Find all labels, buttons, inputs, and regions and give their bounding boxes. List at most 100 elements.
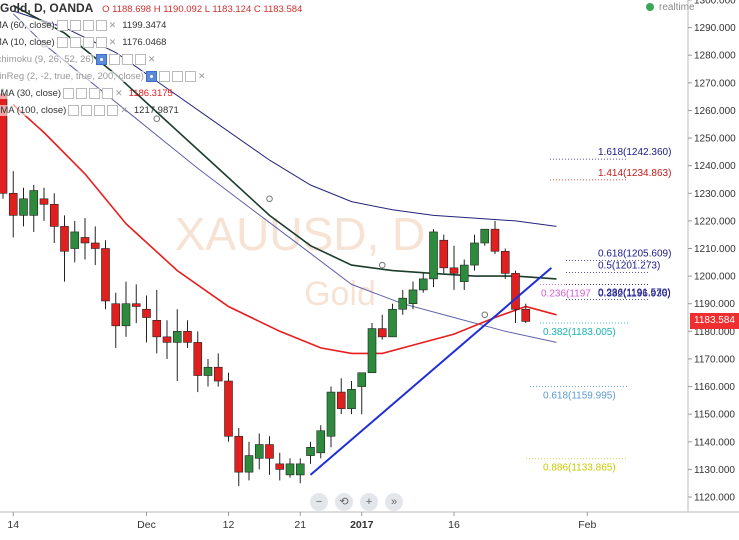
close-icon[interactable]: ✕ bbox=[120, 105, 128, 115]
close-icon[interactable]: ✕ bbox=[147, 54, 156, 64]
candle bbox=[60, 215, 69, 282]
settings-icon[interactable] bbox=[69, 36, 81, 48]
settings-icon[interactable] bbox=[81, 104, 93, 116]
candle bbox=[70, 220, 80, 263]
price-tick-label: 1150.000 bbox=[694, 410, 735, 421]
candle-body bbox=[70, 231, 80, 249]
candle-body bbox=[172, 331, 182, 343]
candle-body bbox=[152, 319, 162, 338]
indicator-row[interactable]: EMA (30, close) ✕ 1186.3175 bbox=[0, 86, 173, 100]
candle bbox=[388, 303, 397, 338]
watermark-name: Gold bbox=[304, 275, 376, 313]
settings-icon[interactable] bbox=[158, 70, 170, 82]
eye-icon[interactable] bbox=[63, 87, 75, 99]
source-icon[interactable] bbox=[171, 70, 183, 82]
candle-body bbox=[429, 231, 438, 280]
indicator-row[interactable]: MA (60, close) ✕ 1199.3474 bbox=[0, 18, 166, 32]
zoom-out-button[interactable]: − bbox=[310, 493, 328, 511]
more-icon[interactable] bbox=[95, 36, 107, 48]
candle bbox=[183, 320, 192, 348]
candle-body bbox=[418, 278, 428, 291]
indicator-row[interactable]: LinReg (2, -2, true, true, 200, close) ✕ bbox=[0, 69, 206, 83]
candle bbox=[224, 372, 233, 442]
close-icon[interactable]: ✕ bbox=[108, 37, 117, 47]
candle-body bbox=[121, 303, 131, 327]
time-tick-label: 12 bbox=[223, 519, 235, 531]
settings-icon[interactable] bbox=[69, 19, 81, 31]
candle bbox=[429, 229, 438, 288]
more-icon[interactable] bbox=[95, 19, 107, 31]
candle-body bbox=[111, 303, 121, 327]
candle bbox=[172, 309, 182, 382]
settings-icon[interactable] bbox=[76, 87, 88, 99]
source-icon[interactable] bbox=[94, 104, 106, 116]
candle bbox=[408, 281, 418, 310]
close-icon[interactable]: ✕ bbox=[115, 88, 123, 98]
eye-icon[interactable] bbox=[95, 53, 107, 65]
source-icon[interactable] bbox=[82, 19, 94, 31]
time-tick-label: 2017 bbox=[350, 519, 374, 531]
fib-level-label: 0.382(1196.936) bbox=[598, 289, 671, 300]
candle-body bbox=[285, 463, 295, 476]
eye-icon[interactable] bbox=[56, 36, 68, 48]
source-icon[interactable] bbox=[82, 36, 94, 48]
source-icon[interactable] bbox=[89, 87, 101, 99]
indicator-row[interactable]: MA (10, close) ✕ 1176.0468 bbox=[0, 35, 166, 49]
candle-body bbox=[336, 391, 346, 409]
candle-body bbox=[521, 308, 531, 322]
indicator-row[interactable]: EMA (100, close) ✕ 1217.9871 bbox=[0, 103, 179, 117]
indicator-label: MA (10, close) bbox=[0, 36, 55, 48]
realtime-label: realtime bbox=[659, 2, 695, 13]
candle-body bbox=[90, 242, 100, 249]
candle bbox=[295, 458, 305, 484]
zoom-in-button[interactable]: + bbox=[360, 493, 378, 511]
candle bbox=[490, 220, 500, 255]
fib-level-label: 0.618(1205.609) bbox=[598, 249, 671, 260]
time-tick-label: Dec bbox=[137, 519, 156, 531]
candle-body bbox=[388, 308, 397, 338]
more-icon[interactable] bbox=[102, 87, 114, 99]
close-icon[interactable]: ✕ bbox=[108, 20, 117, 30]
price-tick-label: 1200.000 bbox=[694, 272, 736, 283]
price-tick-label: 1220.000 bbox=[694, 216, 736, 227]
realtime-status: realtime bbox=[646, 2, 695, 13]
more-icon[interactable] bbox=[184, 70, 196, 82]
candle bbox=[90, 226, 100, 266]
candle-body bbox=[408, 289, 418, 305]
ma-node-marker bbox=[481, 311, 489, 319]
eye-icon[interactable] bbox=[68, 104, 80, 116]
candle bbox=[131, 284, 141, 324]
indicator-label: LinReg (2, -2, true, true, 200, close) bbox=[0, 70, 144, 82]
price-tick-label: 1230.000 bbox=[694, 189, 736, 200]
candle-body bbox=[193, 342, 203, 376]
settings-icon[interactable] bbox=[108, 53, 120, 65]
candle-body bbox=[224, 380, 233, 437]
indicator-value: 1186.3175 bbox=[128, 87, 173, 99]
source-icon[interactable] bbox=[121, 53, 133, 65]
price-tick-label: 1250.000 bbox=[694, 134, 736, 145]
time-tick-label: 14 bbox=[7, 519, 19, 531]
more-icon[interactable] bbox=[134, 53, 146, 65]
candle bbox=[347, 381, 356, 415]
indicator-label: EMA (100, close) bbox=[0, 104, 67, 116]
scroll-right-button[interactable]: » bbox=[385, 493, 403, 511]
more-icon[interactable] bbox=[107, 104, 119, 116]
reset-chart-button[interactable]: ⟲ bbox=[335, 493, 353, 511]
candle bbox=[111, 292, 121, 348]
eye-icon[interactable] bbox=[145, 70, 157, 82]
candle bbox=[80, 218, 90, 260]
price-tick-label: 1190.000 bbox=[694, 299, 735, 310]
candle bbox=[306, 441, 315, 464]
eye-icon[interactable] bbox=[56, 19, 68, 31]
candle-body bbox=[19, 198, 28, 216]
candle bbox=[357, 372, 367, 415]
indicator-row[interactable]: Ichimoku (9, 26, 52, 26) ✕ bbox=[0, 52, 155, 66]
realtime-dot-icon bbox=[646, 3, 654, 12]
candle-body bbox=[183, 331, 192, 343]
candle-body bbox=[347, 389, 356, 409]
candle bbox=[142, 295, 151, 343]
trendline bbox=[309, 267, 553, 476]
close-icon[interactable]: ✕ bbox=[197, 71, 206, 81]
